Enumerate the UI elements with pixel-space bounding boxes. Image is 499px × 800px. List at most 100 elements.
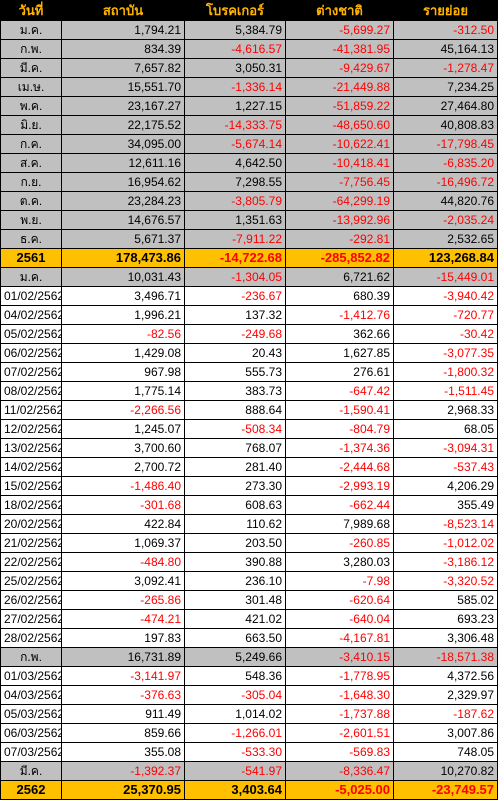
institution-value-cell: 197.83: [61, 628, 185, 648]
retail-value-cell: -15,449.01: [393, 267, 498, 287]
institution-value-cell: 15,551.70: [61, 77, 185, 97]
month-summary-row: มิ.ย. 22,175.52 -14,333.75 -48,650.60 40,808…: [0, 115, 498, 135]
retail-value-cell: -17,798.45: [393, 134, 498, 154]
institution-value-cell: -1,486.40: [61, 476, 185, 496]
broker-value-cell: -4,616.57: [184, 39, 286, 59]
broker-value-cell: -1,336.14: [184, 77, 286, 97]
institution-value-cell: 1,996.21: [61, 305, 185, 325]
foreign-value-cell: -804.79: [285, 419, 394, 439]
retail-value-cell: 355.49: [393, 495, 498, 515]
retail-value-cell: 44,820.76: [393, 191, 498, 211]
broker-value-cell: -508.34: [184, 419, 286, 439]
retail-value-cell: -537.43: [393, 457, 498, 477]
broker-value-cell: 383.73: [184, 381, 286, 401]
broker-value-cell: 1,227.15: [184, 96, 286, 116]
row-date-cell: 01/02/2562: [0, 286, 62, 306]
institution-value-cell: 16,731.89: [61, 647, 185, 667]
row-date-cell: 06/03/2562: [0, 723, 62, 743]
institution-value-cell: 1,775.14: [61, 381, 185, 401]
institution-value-cell: 911.49: [61, 704, 185, 724]
institution-value-cell: 12,611.16: [61, 153, 185, 173]
foreign-value-cell: -1,590.41: [285, 400, 394, 420]
foreign-value-cell: 3,280.03: [285, 552, 394, 572]
foreign-value-cell: -1,412.76: [285, 305, 394, 325]
broker-value-cell: 301.48: [184, 590, 286, 610]
foreign-value-cell: -3,410.15: [285, 647, 394, 667]
retail-value-cell: -16,496.72: [393, 172, 498, 192]
foreign-value-cell: 276.61: [285, 362, 394, 382]
row-date-cell: 21/02/2562: [0, 533, 62, 553]
table-row: 18/02/2562 -301.68 608.63 -662.44 355.49: [0, 495, 498, 515]
broker-value-cell: -14,722.68: [184, 248, 286, 268]
foreign-value-cell: -5,025.00: [285, 780, 394, 800]
month-summary-row: ก.พ. 834.39 -4,616.57 -41,381.95 45,164.13: [0, 39, 498, 59]
table-row: 15/02/2562 -1,486.40 273.30 -2,993.19 4,206.…: [0, 476, 498, 496]
institution-value-cell: -82.56: [61, 324, 185, 344]
month-summary-row: ธ.ค. 5,671.37 -7,911.22 -292.81 2,532.65: [0, 229, 498, 249]
institution-value-cell: -2,266.56: [61, 400, 185, 420]
month-summary-row: ม.ค. 10,031.43 -1,304.05 6,721.62 -15,449.01: [0, 267, 498, 287]
institution-value-cell: 422.84: [61, 514, 185, 534]
retail-value-cell: 40,808.83: [393, 115, 498, 135]
foreign-value-cell: 680.39: [285, 286, 394, 306]
institution-value-cell: -484.80: [61, 552, 185, 572]
broker-value-cell: 110.62: [184, 514, 286, 534]
retail-value-cell: 4,372.56: [393, 666, 498, 686]
table-row: 07/02/2562 967.98 555.73 276.61 -1,800.32: [0, 362, 498, 382]
month-summary-row: ก.ย. 16,954.62 7,298.55 -7,756.45 -16,496.72: [0, 172, 498, 192]
table-row: 05/03/2562 911.49 1,014.02 -1,737.88 -187.62: [0, 704, 498, 724]
institution-value-cell: 1,245.07: [61, 419, 185, 439]
foreign-value-cell: -2,601.51: [285, 723, 394, 743]
foreign-value-cell: -51,859.22: [285, 96, 394, 116]
table-row: 12/02/2562 1,245.07 -508.34 -804.79 68.05: [0, 419, 498, 439]
row-date-cell: 2561: [0, 248, 62, 268]
institution-value-cell: 3,092.41: [61, 571, 185, 591]
header-institution: สถาบัน: [61, 0, 185, 21]
broker-value-cell: 4,642.50: [184, 153, 286, 173]
header-foreign: ต่างชาติ: [285, 0, 394, 21]
institution-value-cell: 5,671.37: [61, 229, 185, 249]
row-date-cell: ม.ค.: [0, 267, 62, 287]
row-date-cell: 26/02/2562: [0, 590, 62, 610]
institution-value-cell: 10,031.43: [61, 267, 185, 287]
retail-value-cell: 748.05: [393, 742, 498, 762]
retail-value-cell: 693.23: [393, 609, 498, 629]
retail-value-cell: 7,234.25: [393, 77, 498, 97]
row-date-cell: 05/03/2562: [0, 704, 62, 724]
broker-value-cell: 663.50: [184, 628, 286, 648]
month-summary-row: มี.ค. -1,392.37 -541.97 -8,336.47 10,270.82: [0, 761, 498, 781]
institution-value-cell: 34,095.00: [61, 134, 185, 154]
institution-value-cell: 859.66: [61, 723, 185, 743]
foreign-value-cell: -620.64: [285, 590, 394, 610]
row-date-cell: 12/02/2562: [0, 419, 62, 439]
foreign-value-cell: -48,650.60: [285, 115, 394, 135]
header-date: วันที่: [0, 0, 62, 21]
month-summary-row: ม.ค. 1,794.21 5,384.79 -5,699.27 -312.50: [0, 20, 498, 40]
broker-value-cell: 548.36: [184, 666, 286, 686]
institution-value-cell: 355.08: [61, 742, 185, 762]
institution-value-cell: 967.98: [61, 362, 185, 382]
header-row: วันที่ สถาบัน โบรคเกอร์ ต่างชาติ รายย่อย: [0, 0, 498, 21]
table-row: 06/03/2562 859.66 -1,266.01 -2,601.51 3,007.…: [0, 723, 498, 743]
foreign-value-cell: -5,699.27: [285, 20, 394, 40]
institution-value-cell: 178,473.86: [61, 248, 185, 268]
institution-value-cell: -474.21: [61, 609, 185, 629]
table-row: 20/02/2562 422.84 110.62 7,989.68 -8,523.14: [0, 514, 498, 534]
retail-value-cell: 27,464.80: [393, 96, 498, 116]
institution-value-cell: 1,429.08: [61, 343, 185, 363]
row-date-cell: ธ.ค.: [0, 229, 62, 249]
retail-value-cell: -6,835.20: [393, 153, 498, 173]
institution-value-cell: -3,141.97: [61, 666, 185, 686]
retail-value-cell: 68.05: [393, 419, 498, 439]
year-total-row: 2562 25,370.95 3,403.64 -5,025.00 -23,749.57: [0, 780, 498, 800]
retail-value-cell: -1,012.02: [393, 533, 498, 553]
retail-value-cell: -3,077.35: [393, 343, 498, 363]
broker-value-cell: -533.30: [184, 742, 286, 762]
month-summary-row: ก.พ. 16,731.89 5,249.66 -3,410.15 -18,571.38: [0, 647, 498, 667]
broker-value-cell: 5,384.79: [184, 20, 286, 40]
row-date-cell: ก.ค.: [0, 134, 62, 154]
retail-value-cell: 10,270.82: [393, 761, 498, 781]
year-total-row: 2561 178,473.86 -14,722.68 -285,852.82 123,2…: [0, 248, 498, 268]
institution-value-cell: -376.63: [61, 685, 185, 705]
foreign-value-cell: -1,374.36: [285, 438, 394, 458]
